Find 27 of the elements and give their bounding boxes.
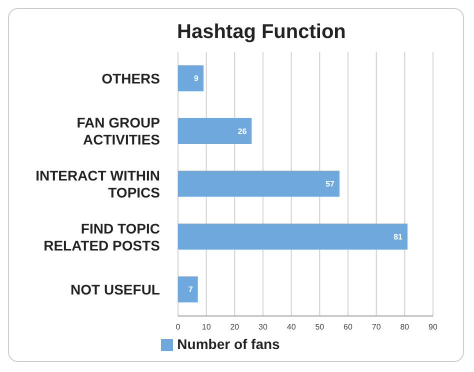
x-tick-label: 20 xyxy=(230,322,240,332)
x-tick-label: 60 xyxy=(344,322,353,332)
x-tick-label: 10 xyxy=(202,322,212,332)
bar xyxy=(178,224,408,250)
bar xyxy=(178,118,252,144)
y-tick-label: FIND TOPIC RELATED POSTS xyxy=(44,220,160,254)
data-label: 57 xyxy=(326,180,336,189)
x-tick-label: 90 xyxy=(428,322,438,332)
x-tick-label: 70 xyxy=(372,322,382,332)
x-tick-label: 50 xyxy=(315,322,325,332)
data-label: 81 xyxy=(394,232,404,242)
bar xyxy=(178,170,340,197)
bar xyxy=(178,65,204,92)
bar xyxy=(178,276,198,302)
chart-title: Hashtag Function xyxy=(177,21,346,44)
x-tick-label: 40 xyxy=(286,322,296,332)
y-tick-label: INTERACT WITHIN TOPICS xyxy=(36,168,160,200)
data-label: 9 xyxy=(194,74,200,84)
x-tick-label: 0 xyxy=(176,322,181,332)
x-tick-label: 80 xyxy=(400,322,410,332)
x-tick-label: 30 xyxy=(258,322,268,332)
y-tick-label: FAN GROUP ACTIVITIES xyxy=(76,114,160,148)
data-label: 7 xyxy=(188,285,194,294)
legend-label: Number of fans xyxy=(177,336,280,352)
data-label: 26 xyxy=(238,126,248,136)
y-tick-label: NOT USEFUL xyxy=(70,282,160,298)
y-tick-label: OTHERS xyxy=(102,70,160,86)
